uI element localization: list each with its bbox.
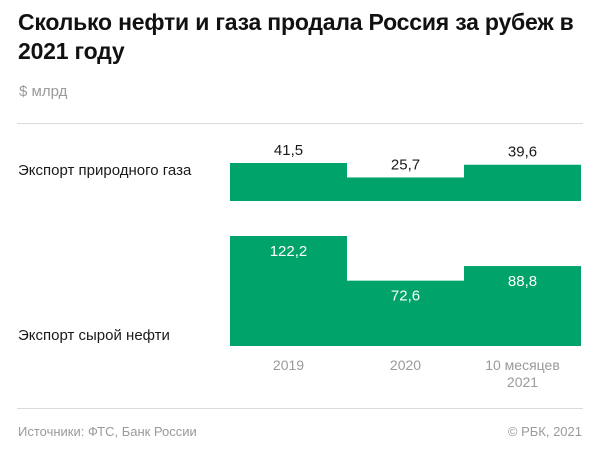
series-label-gas: Экспорт природного газа: [18, 162, 192, 179]
value-label-oil-0: 122,2: [270, 243, 308, 260]
bar-oil-2: [464, 266, 581, 346]
copyright: © РБК, 2021: [507, 424, 582, 439]
bar-gas-1: [347, 177, 464, 201]
unit-label: $ млрд: [19, 83, 68, 100]
category-label-1: 2020: [390, 357, 421, 373]
bottom-divider: [17, 408, 583, 409]
bar-oil-0: [230, 236, 347, 346]
bar-oil-1: [347, 280, 464, 346]
top-divider: [17, 123, 583, 124]
bar-chart: 41,5 25,7 39,6 122,2 72,6 88,8 2019 2020 10 меся…: [230, 142, 581, 390]
value-label-gas-0: 41,5: [274, 142, 303, 159]
category-label-0: 2019: [273, 357, 304, 373]
value-label-gas-1: 25,7: [391, 156, 420, 173]
value-label-gas-2: 39,6: [508, 144, 537, 161]
source-note: Источники: ФТС, Банк России: [18, 424, 197, 439]
value-label-oil-2: 88,8: [508, 273, 537, 290]
bar-gas-2: [464, 164, 581, 201]
series-label-oil: Экспорт сырой нефти: [18, 327, 170, 344]
category-label-2: 10 месяцев 2021: [485, 357, 560, 390]
bar-gas-0: [230, 163, 347, 201]
chart-title: Сколько нефти и газа продала Россия за р…: [18, 9, 574, 64]
value-label-oil-1: 72,6: [391, 288, 420, 305]
